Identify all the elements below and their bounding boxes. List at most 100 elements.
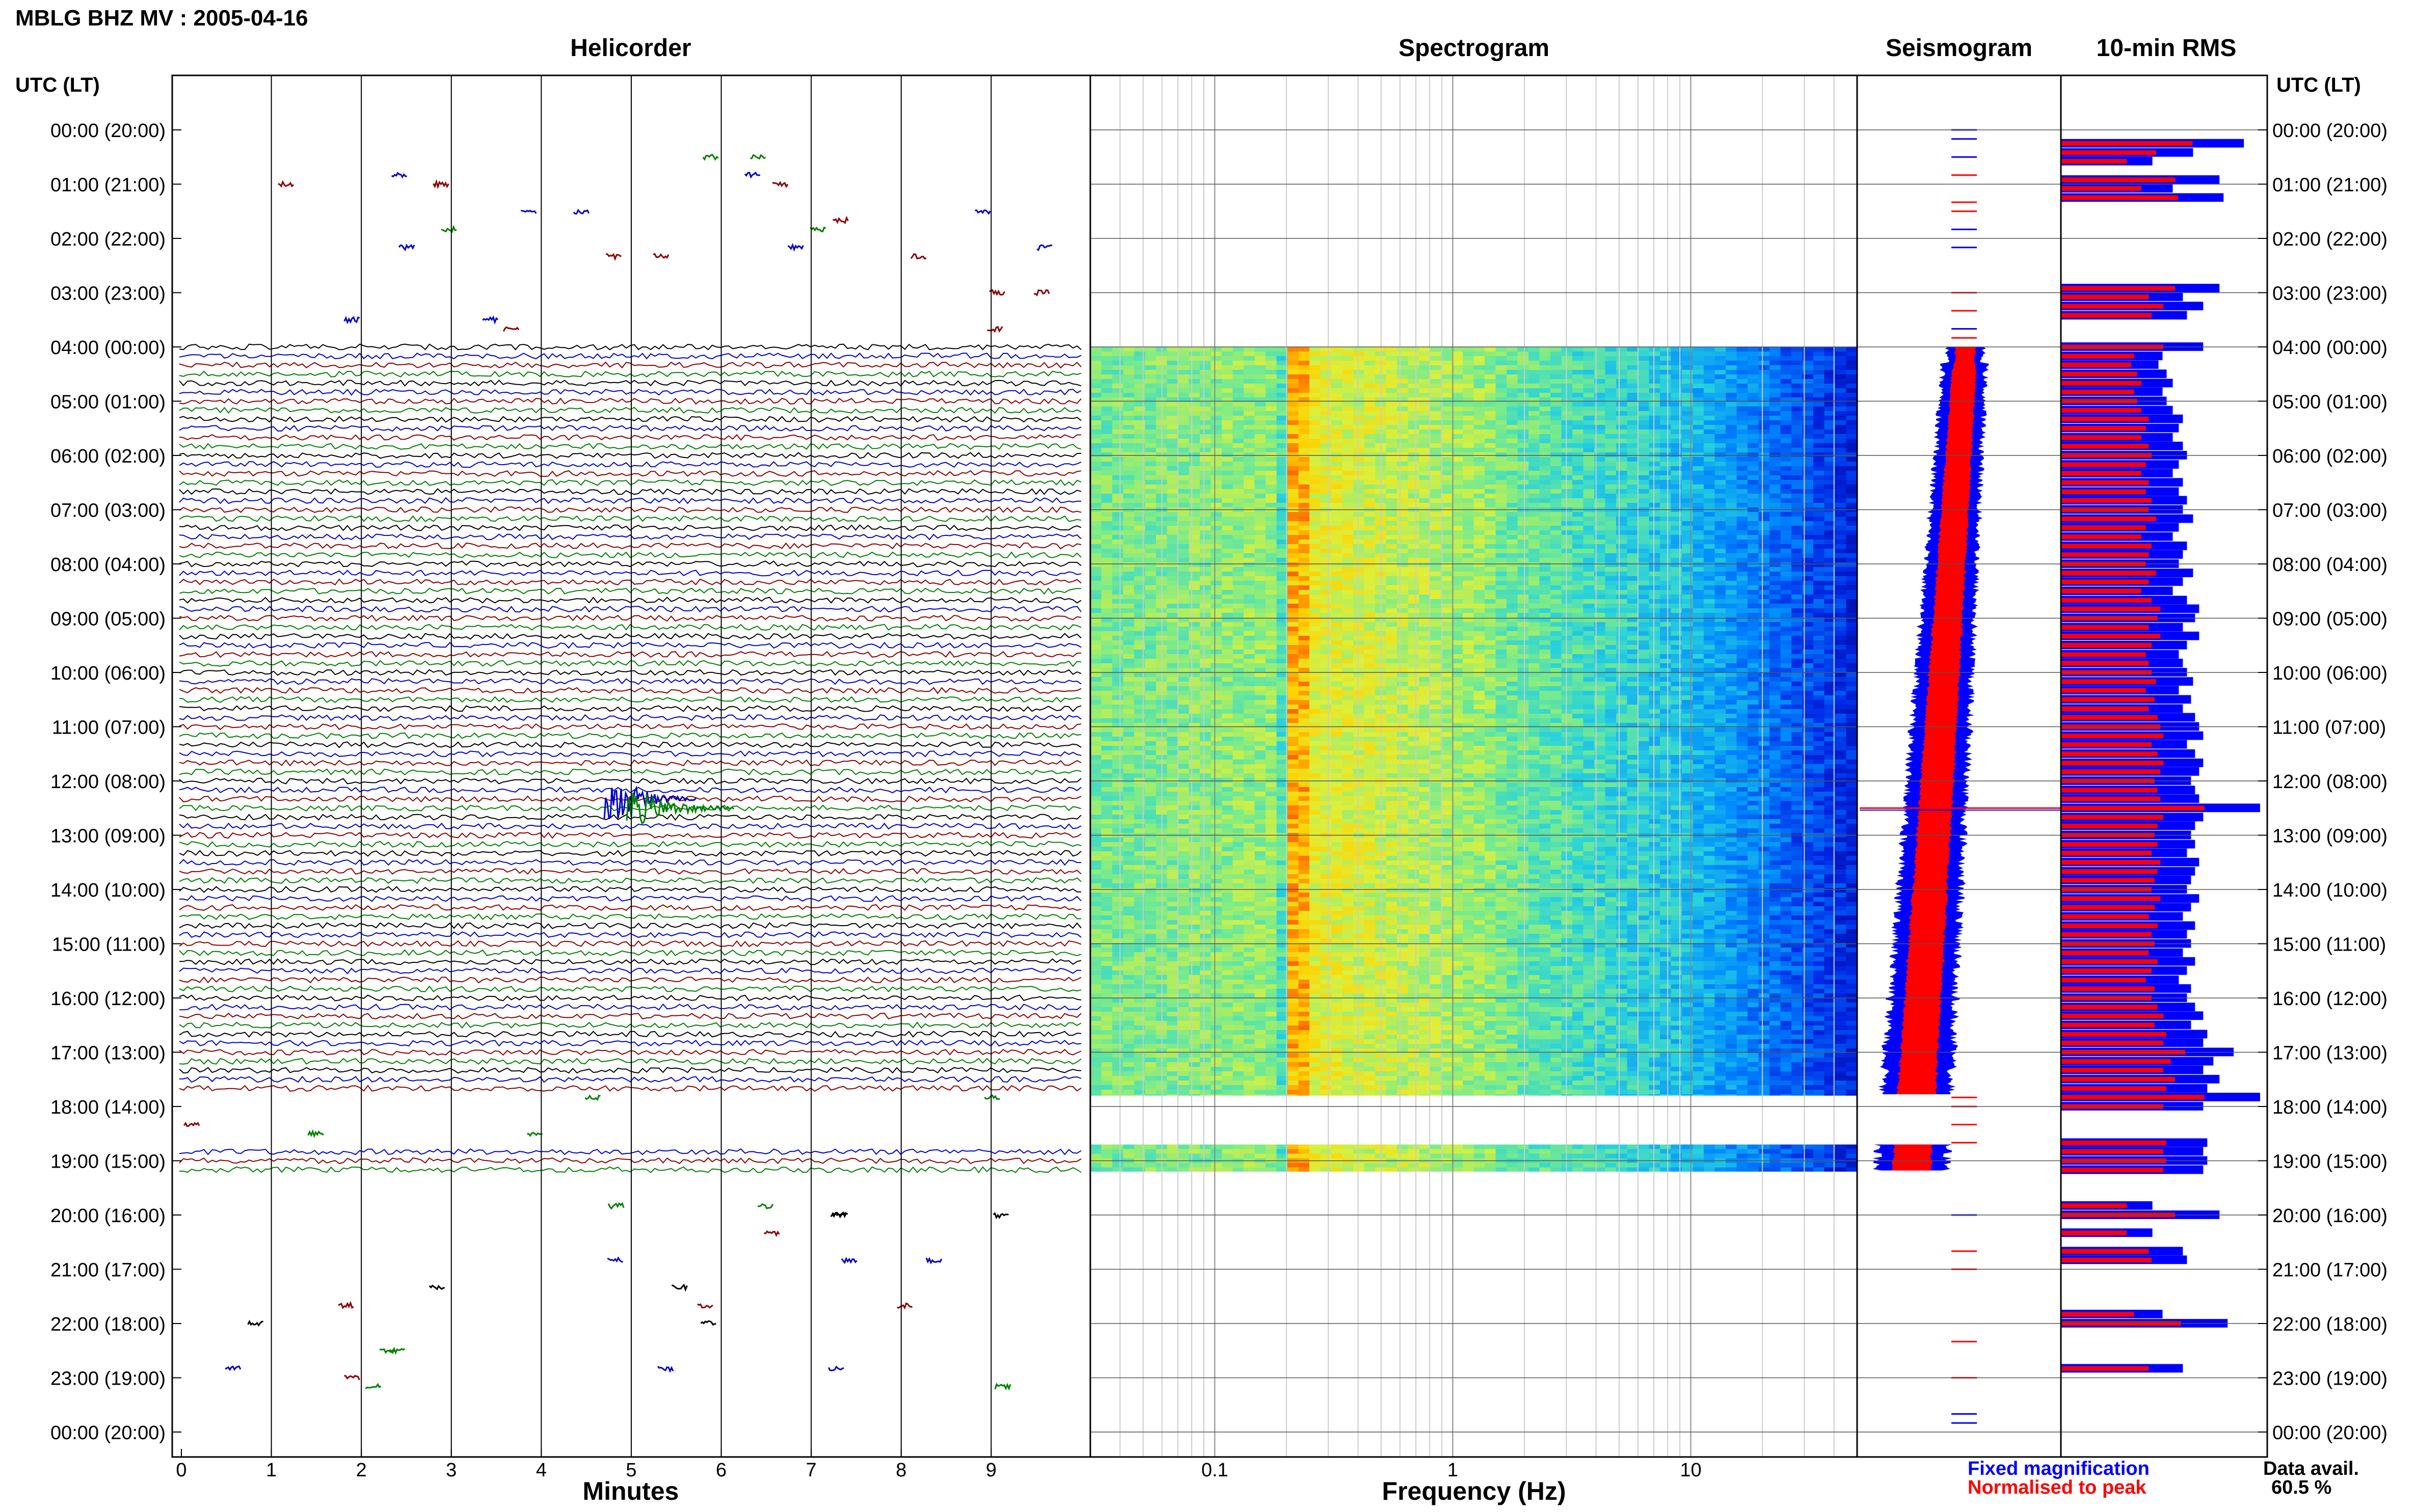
spectrogram-cell xyxy=(1167,631,1178,636)
spectrogram-cell xyxy=(1736,553,1748,558)
spectrogram-cell xyxy=(1693,645,1704,650)
spectrogram-row xyxy=(1090,549,1858,554)
spectrogram-cell xyxy=(1780,489,1792,494)
spectrogram-cell xyxy=(1287,562,1299,568)
spectrogram-cell xyxy=(1485,604,1496,609)
spectrogram-cell xyxy=(1232,604,1244,609)
spectrogram-cell xyxy=(1572,411,1584,416)
spectrogram-cell xyxy=(1397,462,1409,467)
spectrogram-cell xyxy=(1123,585,1135,590)
spectrogram-cell xyxy=(1495,503,1507,508)
spectrogram-cell xyxy=(1232,585,1244,590)
spectrogram-cell xyxy=(1528,374,1540,380)
spectrogram-cell xyxy=(1244,526,1255,531)
spectrogram-cell xyxy=(1123,576,1135,581)
spectrogram-cell xyxy=(1780,558,1792,563)
spectrogram-cell xyxy=(1507,379,1518,384)
spectrogram-cell xyxy=(1539,650,1551,655)
spectrogram-cell xyxy=(1320,567,1332,572)
spectrogram-cell xyxy=(1211,668,1222,673)
spectrogram-cell xyxy=(1112,640,1124,645)
spectrogram-cell xyxy=(1441,526,1453,531)
spectrogram-cell xyxy=(1671,452,1682,457)
spectrogram-cell xyxy=(1682,443,1694,448)
spectrogram-cell xyxy=(1539,365,1551,370)
spectrogram-cell xyxy=(1211,480,1222,485)
spectrogram-cell xyxy=(1671,521,1682,526)
spectrogram-cell xyxy=(1101,439,1113,444)
spectrogram-cell xyxy=(1561,498,1573,503)
spectrogram-cell xyxy=(1813,613,1825,618)
spectrogram-cell xyxy=(1769,640,1781,645)
spectrogram-cell xyxy=(1452,448,1463,453)
spectrogram-cell xyxy=(1561,475,1573,480)
spectrogram-cell xyxy=(1671,576,1682,581)
spectrogram-cell xyxy=(1473,553,1485,558)
spectrogram-cell xyxy=(1287,640,1299,645)
spectrogram-cell xyxy=(1726,484,1737,490)
spectrogram-cell xyxy=(1266,452,1277,457)
spectrogram-cell xyxy=(1528,631,1540,636)
spectrogram-cell xyxy=(1758,530,1770,535)
spectrogram-cell xyxy=(1298,617,1310,623)
spectrogram-cell xyxy=(1638,448,1650,453)
spectrogram-cell xyxy=(1211,558,1222,563)
spectrogram-cell xyxy=(1835,553,1847,558)
spectrogram-cell xyxy=(1452,549,1463,554)
spectrogram-cell xyxy=(1550,558,1562,563)
spectrogram-cell xyxy=(1605,402,1617,407)
spectrogram-cell xyxy=(1550,627,1562,632)
spectrogram-cell xyxy=(1112,645,1124,650)
spectrogram-cell xyxy=(1386,448,1398,453)
spectrogram-cell xyxy=(1353,374,1365,380)
spectrogram-cell xyxy=(1802,384,1814,389)
spectrogram-cell xyxy=(1473,462,1485,467)
spectrogram-cell xyxy=(1200,503,1212,508)
spectrogram-cell xyxy=(1364,585,1376,590)
spectrogram-cell xyxy=(1726,590,1737,595)
spectrogram-cell xyxy=(1167,517,1178,522)
spectrogram-cell xyxy=(1254,631,1266,636)
spectrogram-cell xyxy=(1649,645,1660,650)
spectrogram-cell xyxy=(1222,471,1233,476)
spectrogram-cell xyxy=(1342,539,1354,545)
spectrogram-cell xyxy=(1134,503,1146,508)
spectrogram-cell xyxy=(1211,352,1222,357)
spectrogram-cell xyxy=(1408,558,1419,563)
spectrogram-cell xyxy=(1397,549,1409,554)
spectrogram-cell xyxy=(1572,581,1584,586)
spectrogram-row xyxy=(1090,576,1858,581)
spectrogram-cell xyxy=(1572,517,1584,522)
spectrogram-cell xyxy=(1594,471,1606,476)
spectrogram-cell xyxy=(1200,397,1212,402)
spectrogram-cell xyxy=(1693,402,1704,407)
spectrogram-cell xyxy=(1693,631,1704,636)
spectrogram-cell xyxy=(1222,365,1233,370)
spectrogram-cell xyxy=(1769,466,1781,471)
spectrogram-cell xyxy=(1112,439,1124,444)
spectrogram-cell xyxy=(1550,590,1562,595)
spectrogram-cell xyxy=(1682,494,1694,499)
spectrogram-cell xyxy=(1714,443,1726,448)
spectrogram-cell xyxy=(1167,402,1178,407)
spectrogram-cell xyxy=(1441,397,1453,402)
spectrogram-cell xyxy=(1222,517,1233,522)
spectrogram-cell xyxy=(1660,365,1672,370)
spectrogram-cell xyxy=(1232,517,1244,522)
spectrogram-cell xyxy=(1178,581,1190,586)
spectrogram-cell xyxy=(1112,397,1124,402)
spectrogram-cell xyxy=(1616,590,1628,595)
spectrogram-cell xyxy=(1594,480,1606,485)
spectrogram-cell xyxy=(1802,498,1814,503)
spectrogram-cell xyxy=(1616,654,1628,659)
spectrogram-cell xyxy=(1178,448,1190,453)
spectrogram-cell xyxy=(1463,365,1474,370)
spectrogram-cell xyxy=(1660,539,1672,545)
spectrogram-cell xyxy=(1485,420,1496,425)
spectrogram-cell xyxy=(1145,457,1157,462)
spectrogram-cell xyxy=(1463,654,1474,659)
spectrogram-cell xyxy=(1266,462,1277,467)
spectrogram-cell xyxy=(1430,599,1441,604)
spectrogram-cell xyxy=(1419,397,1431,402)
spectrogram-cell xyxy=(1101,425,1113,430)
